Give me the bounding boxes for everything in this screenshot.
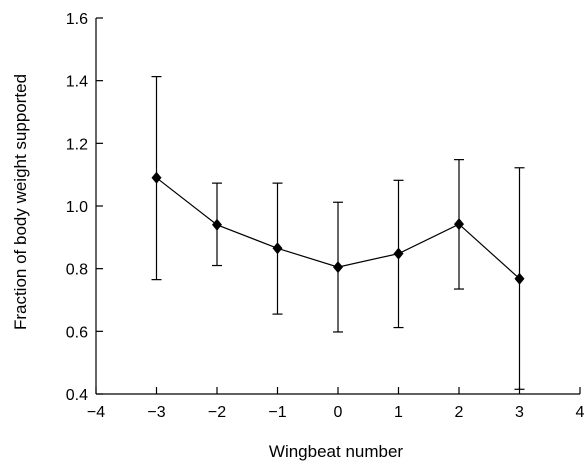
x-tick-label: −3 (147, 404, 165, 421)
data-point (393, 247, 404, 260)
y-tick-label: 1.2 (66, 136, 88, 153)
data-point (272, 242, 283, 255)
y-tick-label: 1.4 (66, 74, 88, 91)
x-tick-label: 0 (334, 404, 343, 421)
data-point (333, 261, 343, 274)
data-point (212, 218, 222, 231)
x-tick-label: 4 (576, 404, 585, 421)
x-axis-label: Wingbeat number (269, 442, 404, 461)
x-tick-label: −1 (268, 404, 286, 421)
y-tick-label: 0.4 (66, 387, 88, 404)
x-tick-label: 1 (394, 404, 403, 421)
y-tick-label: 0.6 (66, 324, 88, 341)
data-point (514, 272, 525, 285)
y-tick-label: 1.6 (66, 11, 88, 28)
x-tick-label: −2 (208, 404, 226, 421)
x-tick-label: 3 (515, 404, 524, 421)
data-point (151, 171, 162, 184)
y-tick-label: 1.0 (66, 199, 88, 216)
data-point (454, 218, 464, 231)
x-tick-label: 2 (455, 404, 464, 421)
ticks: −4 −3 −2 −1 0 1 2 3 4 0.4 0.6 0.8 1.0 1.2 1.4 1.6 (66, 11, 585, 421)
y-tick-label: 0.8 (66, 262, 88, 279)
y-axis-label: Fraction of body weight supported (11, 74, 30, 330)
markers (151, 171, 525, 285)
x-tick-label: −4 (87, 404, 105, 421)
